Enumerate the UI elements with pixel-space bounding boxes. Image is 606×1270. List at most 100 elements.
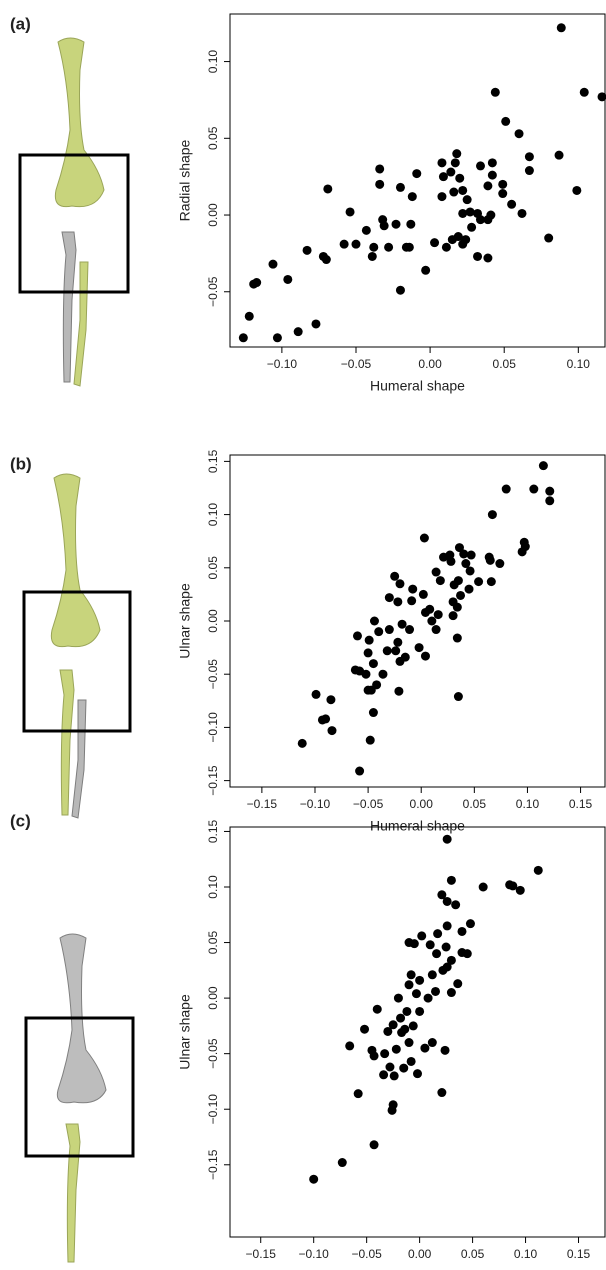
point: [369, 1140, 379, 1150]
point: [465, 207, 475, 217]
point: [452, 633, 462, 643]
point: [388, 1020, 398, 1030]
point: [337, 1158, 347, 1168]
y-tick-label: 0.15: [206, 819, 220, 843]
bones-c: [24, 933, 135, 1263]
point: [427, 970, 437, 980]
y-tick-label: 0.05: [206, 556, 220, 580]
x-tick-label: 0.15: [569, 797, 593, 811]
point: [297, 738, 307, 748]
point: [238, 333, 248, 343]
panel: (b) −0.15 −0.10 −0.05 0.00 0.05 0.10 0.15 −0.15 −…: [10, 449, 606, 834]
point: [395, 182, 405, 192]
point: [441, 242, 451, 252]
plot-frame: [229, 13, 606, 348]
point: [353, 1089, 363, 1099]
point: [498, 179, 508, 189]
point: [458, 208, 468, 218]
point: [452, 149, 462, 159]
x-tick-label: −0.10: [298, 1247, 329, 1261]
point: [380, 1049, 390, 1059]
point: [352, 631, 362, 641]
y-axis-title: Radial shape: [177, 139, 193, 221]
point: [475, 161, 485, 171]
point: [311, 319, 321, 329]
point: [374, 627, 384, 637]
x-tick-label: −0.15: [246, 1247, 277, 1261]
point: [293, 327, 303, 337]
x-tick-label: 0.15: [567, 1247, 591, 1261]
point: [383, 1026, 393, 1036]
point: [283, 274, 293, 284]
point: [413, 1069, 422, 1079]
point: [345, 207, 355, 217]
point: [311, 689, 321, 699]
point: [372, 680, 382, 690]
x-tick-label: 0.00: [418, 357, 442, 371]
point: [339, 239, 349, 249]
point: [404, 242, 414, 252]
point: [454, 543, 464, 553]
point: [272, 333, 282, 343]
point: [405, 625, 415, 635]
point: [453, 979, 463, 989]
point: [384, 242, 394, 252]
y-tick-label: 0.10: [206, 503, 220, 527]
point: [442, 921, 452, 931]
y-tick-label: 0.00: [206, 203, 220, 227]
point: [404, 980, 414, 990]
point: [400, 652, 410, 662]
panel: (a) −0.10 −0.05 0.00 0.05 0.10 −0.05 0.00 0.05 0.…: [10, 13, 606, 394]
point: [529, 484, 539, 494]
point: [554, 150, 564, 160]
x-tick-label: 0.05: [493, 357, 517, 371]
x-axis-title: Humeral shape: [370, 378, 465, 394]
point: [459, 549, 469, 559]
point: [417, 931, 427, 941]
point: [487, 510, 497, 520]
point: [508, 881, 518, 891]
point: [597, 92, 606, 102]
point: [393, 637, 403, 647]
point: [446, 955, 456, 965]
point: [446, 875, 456, 885]
point: [421, 265, 431, 275]
point: [515, 885, 525, 895]
point: [384, 593, 394, 603]
point: [438, 965, 448, 975]
point: [490, 87, 500, 97]
point: [244, 311, 254, 321]
point: [486, 577, 496, 587]
x-tick-label: −0.05: [353, 797, 384, 811]
point: [439, 552, 449, 562]
point: [579, 87, 589, 97]
point: [404, 1038, 414, 1048]
point: [391, 646, 401, 656]
point: [437, 890, 447, 900]
point: [487, 170, 497, 180]
x-tick-label: 0.00: [410, 797, 434, 811]
point: [449, 580, 459, 590]
point: [414, 643, 424, 653]
point: [451, 900, 461, 910]
point: [462, 949, 472, 959]
point: [367, 251, 377, 261]
point: [467, 222, 477, 232]
point: [390, 571, 400, 581]
point: [461, 559, 471, 569]
point: [355, 666, 365, 676]
point: [408, 1021, 418, 1031]
point: [423, 993, 433, 1003]
point: [418, 589, 428, 599]
y-axis-title: Ulnar shape: [177, 994, 193, 1070]
y-tick-label: 0.05: [206, 931, 220, 955]
point: [302, 245, 312, 255]
point: [437, 158, 447, 168]
point: [464, 584, 474, 594]
point: [431, 625, 441, 635]
panel: (c) −0.15 −0.10 −0.05 0.00 0.05 0.10 0.15 −0.15 −…: [10, 811, 606, 1270]
point: [368, 659, 378, 669]
point: [419, 533, 429, 543]
y-tick-label: 0.05: [206, 126, 220, 150]
point: [427, 1038, 437, 1048]
